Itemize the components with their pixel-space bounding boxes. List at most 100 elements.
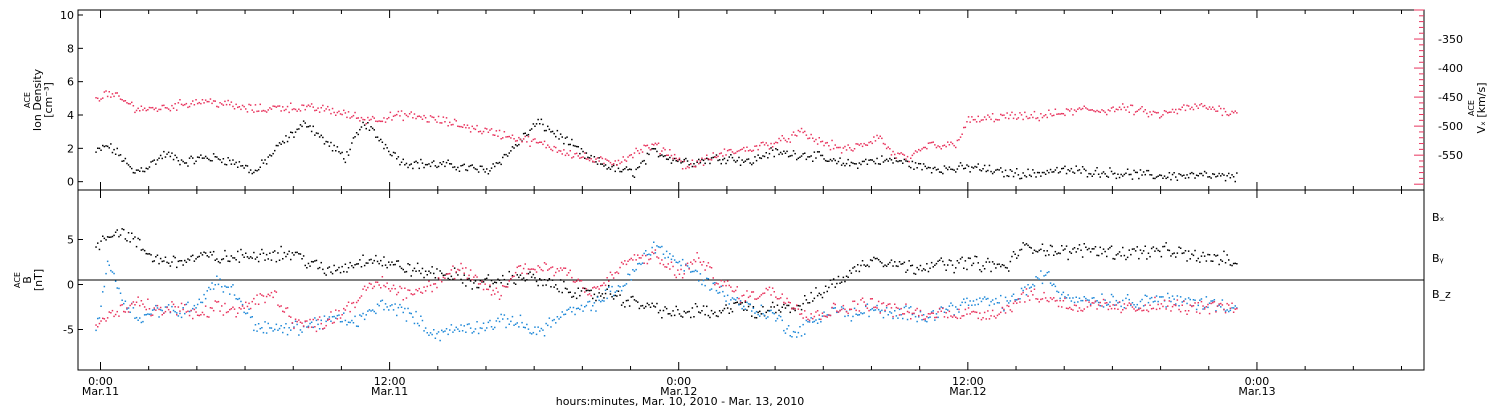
by-point (1117, 302, 1119, 304)
velocity-point (262, 109, 265, 112)
x-tick-date-label: Mar.12 (949, 385, 986, 398)
bx-point (543, 279, 546, 281)
density-point (288, 136, 290, 139)
density-point (391, 154, 393, 157)
velocity-point (551, 149, 554, 152)
bx-point (1215, 255, 1217, 257)
bz-point (371, 287, 374, 290)
bz-point (743, 294, 745, 296)
bz-point (906, 310, 909, 313)
by-point (307, 325, 310, 327)
bx-point (1093, 248, 1095, 250)
by-point (762, 313, 764, 315)
density-point (123, 160, 125, 162)
density-point (1022, 172, 1024, 174)
bx-point (335, 270, 337, 272)
bz-point (751, 291, 753, 293)
density-point (1057, 172, 1060, 174)
bz-point (145, 308, 147, 311)
by-point (216, 275, 218, 277)
density-point (770, 147, 772, 149)
density-point (1218, 172, 1220, 175)
bz-point (407, 289, 409, 291)
velocity-point (1062, 113, 1065, 115)
density-point (367, 122, 369, 124)
density-point (977, 163, 979, 165)
velocity-point (537, 142, 539, 144)
density-point (328, 145, 331, 147)
bx-point (397, 260, 400, 262)
velocity-point (445, 117, 448, 119)
velocity-point (894, 153, 896, 156)
density-point (418, 167, 420, 170)
density-point (842, 162, 845, 165)
by-point (596, 296, 599, 298)
bx-point (347, 267, 350, 269)
velocity-point (1112, 106, 1114, 108)
bx-point (114, 231, 117, 233)
by-point (203, 293, 205, 296)
by-point (497, 317, 499, 320)
by-point (1051, 284, 1053, 287)
density-point (1183, 174, 1185, 176)
velocity-point (932, 141, 934, 143)
by-point (129, 311, 131, 313)
by-point (1030, 286, 1032, 288)
bz-point (771, 287, 774, 289)
bx-point (849, 269, 851, 272)
bz-point (230, 308, 233, 310)
by-point (847, 314, 849, 317)
density-point (625, 166, 628, 168)
density-point (352, 137, 355, 139)
bx-point (868, 265, 870, 268)
bz-point (453, 277, 456, 280)
velocity-point (691, 159, 694, 161)
velocity-point (956, 139, 959, 142)
bz-point (1022, 291, 1024, 294)
velocity-point (460, 125, 462, 128)
bz-point (383, 284, 385, 287)
by-point (328, 316, 331, 318)
density-point (717, 159, 719, 162)
density-point (1192, 172, 1195, 175)
by-point (686, 265, 689, 267)
bx-point (378, 262, 380, 265)
density-point (325, 140, 327, 143)
bx-point (373, 259, 375, 262)
bz-point (477, 283, 480, 285)
density-point (547, 125, 549, 128)
bx-point (363, 264, 366, 267)
bz-point (463, 272, 465, 274)
by-point (773, 312, 775, 315)
bx-point (1009, 260, 1012, 263)
by-point (1139, 300, 1142, 303)
bx-point (1038, 249, 1040, 252)
by-point (335, 317, 337, 319)
velocity-point (155, 107, 157, 109)
density-point (974, 165, 976, 168)
velocity-point (143, 107, 146, 109)
velocity-point (821, 140, 824, 143)
by-point (1205, 296, 1208, 298)
by-point (237, 298, 239, 301)
velocity-point (588, 159, 591, 162)
by-point (265, 332, 268, 334)
density-point (365, 127, 367, 130)
bz-point (147, 298, 149, 300)
bz-point (670, 261, 673, 263)
velocity-point (1212, 106, 1214, 108)
velocity-point (243, 105, 245, 108)
bx-point (1231, 264, 1233, 267)
bz-point (338, 310, 340, 312)
density-point (818, 151, 820, 153)
bx-point (730, 308, 732, 310)
bx-point (837, 275, 840, 278)
bz-point (314, 326, 316, 328)
velocity-point (653, 144, 655, 146)
density-point (302, 120, 305, 122)
by-point (662, 253, 665, 255)
density-point (333, 144, 335, 147)
velocity-point (248, 103, 250, 106)
bz-point (717, 283, 719, 285)
bx-point (134, 236, 136, 238)
